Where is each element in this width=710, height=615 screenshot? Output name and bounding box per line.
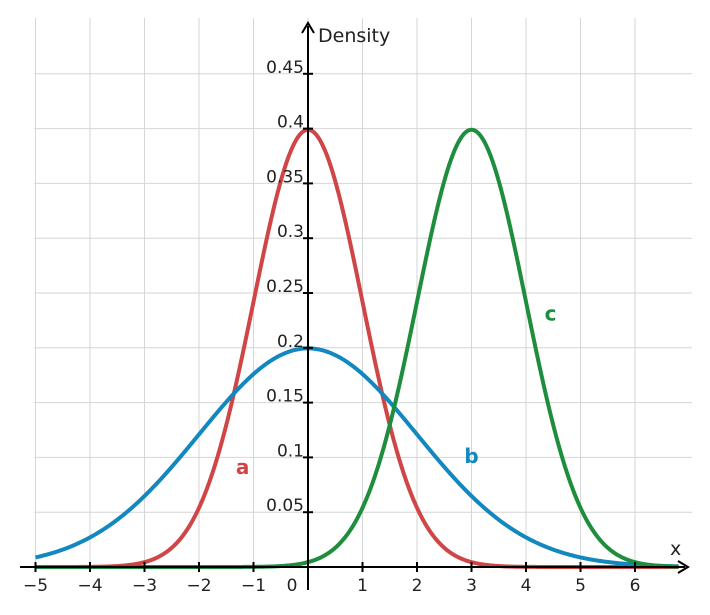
curves bbox=[34, 127, 680, 569]
series-label-a: a bbox=[236, 455, 250, 479]
y-tick-label: 0.45 bbox=[266, 58, 304, 78]
x-tick-label: 2 bbox=[412, 576, 423, 596]
x-axis-title: x bbox=[670, 538, 681, 560]
x-tick-label: −1 bbox=[241, 576, 266, 596]
x-tick-label: −5 bbox=[23, 576, 48, 596]
y-tick-label: 0.2 bbox=[277, 332, 304, 352]
series-line-b bbox=[34, 346, 680, 569]
x-tick-label: 1 bbox=[357, 576, 368, 596]
y-tick-label: 0.25 bbox=[266, 277, 304, 297]
y-tick-label: 0.15 bbox=[266, 387, 304, 407]
x-tick-label: −3 bbox=[132, 576, 157, 596]
series-line-a bbox=[34, 127, 680, 569]
x-tick-label: −4 bbox=[77, 576, 102, 596]
x-tick-label: 5 bbox=[575, 576, 586, 596]
y-tick-label: 0.4 bbox=[277, 113, 304, 133]
y-axis-title: Density bbox=[318, 25, 390, 47]
x-tick-label: 3 bbox=[466, 576, 477, 596]
y-tick-label: 0.35 bbox=[266, 167, 304, 187]
x-tick-label: 4 bbox=[521, 576, 532, 596]
ticks: −5 −4 −3 −2 −1 0 1 2 3 4 5 6 0.05 0.1 0.15 0.2 0.25 0.3 0.… bbox=[23, 58, 640, 596]
axes: Density x bbox=[20, 21, 690, 590]
series-line-c bbox=[34, 127, 680, 569]
x-tick-label: −2 bbox=[186, 576, 211, 596]
x-axis-arrow-icon bbox=[677, 560, 690, 574]
y-tick-label: 0.1 bbox=[277, 441, 304, 461]
series-label-b: b bbox=[464, 444, 478, 468]
y-tick-label: 0.05 bbox=[266, 496, 304, 516]
series-labels: a b c bbox=[236, 301, 557, 478]
series-label-c: c bbox=[545, 301, 557, 325]
x-tick-label: 6 bbox=[630, 576, 641, 596]
grid bbox=[34, 18, 692, 567]
y-tick-label: 0.3 bbox=[277, 222, 304, 242]
x-tick-label: 0 bbox=[287, 576, 298, 596]
y-axis-arrow-icon bbox=[301, 21, 315, 34]
